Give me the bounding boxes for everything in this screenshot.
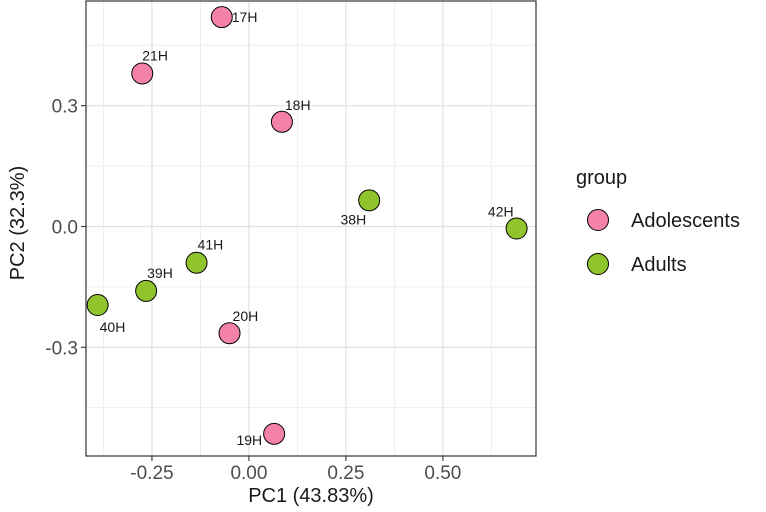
legend-label-adults: Adults <box>631 254 687 276</box>
point-38h <box>358 189 381 212</box>
x-tick-label: -0.25 <box>130 463 173 484</box>
point-20h <box>218 322 241 345</box>
point-18h <box>270 110 293 133</box>
point-39h <box>135 279 158 302</box>
point-label-18h: 18H <box>285 97 311 113</box>
point-label-42h: 42H <box>488 204 514 220</box>
legend-title: group <box>576 167 627 189</box>
y-axis-title: PC2 (32.3%) <box>7 166 29 281</box>
point-label-41h: 41H <box>198 237 224 253</box>
point-41h <box>185 251 208 274</box>
y-tick-label: 0.3 <box>52 97 78 118</box>
legend-label-adolescents: Adolescents <box>631 210 740 232</box>
point-label-19h: 19H <box>236 432 262 448</box>
y-tick-label: -0.3 <box>45 338 78 359</box>
x-tick-label: 0.50 <box>424 463 461 484</box>
point-label-40h: 40H <box>100 319 126 335</box>
x-axis-title: PC1 (43.83%) <box>248 485 374 507</box>
point-label-17h: 17H <box>232 9 258 25</box>
grid-minor <box>86 1 536 456</box>
y-tick-label: 0.0 <box>52 217 78 238</box>
axis-ticks: -0.25 0.00 0.25 0.50 -0.3 0.0 0.3 <box>45 97 461 484</box>
point-label-38h: 38H <box>341 211 367 227</box>
panel-border <box>85 0 537 457</box>
point-19h <box>263 422 286 445</box>
point-label-39h: 39H <box>147 265 173 281</box>
point-17h <box>210 6 233 29</box>
point-21h <box>131 62 154 85</box>
point-label-20h: 20H <box>233 308 259 324</box>
x-tick-label: 0.25 <box>327 463 364 484</box>
legend: group Adolescents Adults <box>576 167 740 276</box>
grid-major <box>86 1 536 456</box>
points-layer: 17H 21H 18H 20H 19H 38H 42H 41H 39H 40H <box>86 6 528 448</box>
point-40h <box>86 294 109 317</box>
point-42h <box>505 217 528 240</box>
x-tick-label: 0.00 <box>230 463 267 484</box>
point-label-21h: 21H <box>142 47 168 63</box>
legend-key-adults <box>587 253 609 275</box>
legend-key-adolescents <box>587 209 609 231</box>
